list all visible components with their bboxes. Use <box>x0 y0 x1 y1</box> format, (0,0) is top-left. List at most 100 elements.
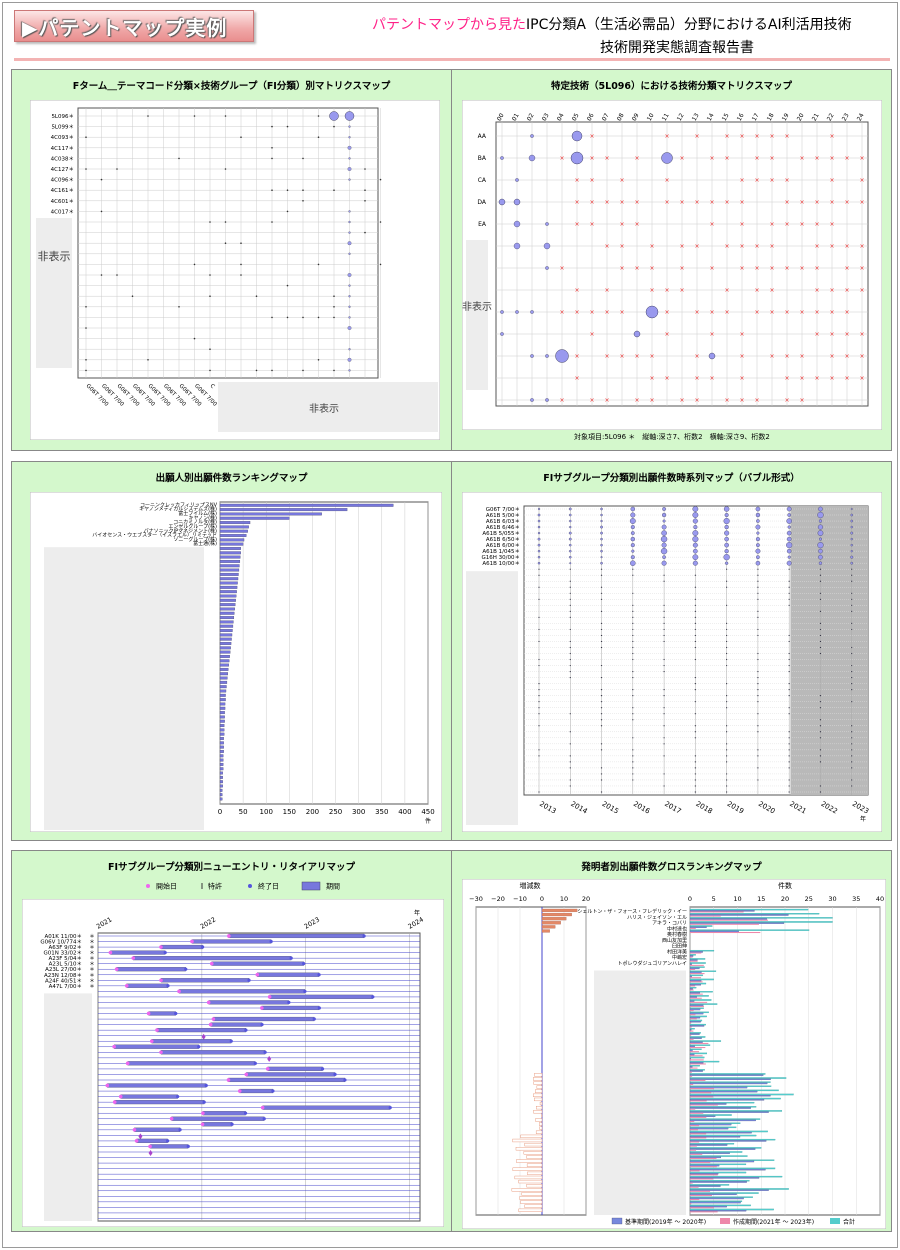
header-rule <box>14 58 890 61</box>
cross-mark: × <box>649 265 654 272</box>
change-bar <box>524 1142 543 1147</box>
dot <box>569 604 571 606</box>
bubble <box>817 530 824 536</box>
dot <box>851 568 853 570</box>
dot <box>240 263 242 266</box>
bubble <box>537 537 541 541</box>
change-bar <box>519 1196 543 1200</box>
dot <box>819 634 822 637</box>
bubble <box>692 518 698 524</box>
bubble-large <box>570 151 584 165</box>
bubble <box>786 560 792 566</box>
period-bar <box>156 1028 247 1033</box>
dot <box>286 125 289 128</box>
end-marker <box>317 1006 321 1010</box>
bubble <box>545 398 549 402</box>
dot <box>632 610 634 612</box>
dot <box>694 791 696 793</box>
cross-mark: × <box>829 309 834 316</box>
dot <box>131 295 134 297</box>
base-bar <box>689 1119 756 1122</box>
change-bar <box>533 1081 543 1085</box>
dot <box>569 767 571 769</box>
cross-mark: × <box>559 155 564 162</box>
dot <box>663 755 665 757</box>
dot <box>224 242 227 244</box>
made-bar <box>690 977 702 979</box>
bar <box>219 525 249 529</box>
bar <box>219 667 229 671</box>
dot <box>726 640 728 643</box>
base-bar <box>689 1008 701 1011</box>
bubble <box>515 178 519 182</box>
total-bar <box>689 1097 781 1100</box>
bubble <box>568 507 572 511</box>
category-label: ソニーグループ(株) <box>173 536 217 543</box>
hidden-rows-band <box>44 993 92 1221</box>
base-bar <box>689 910 755 912</box>
start-marker <box>148 1144 152 1149</box>
made-bar <box>690 1018 697 1020</box>
made-bar <box>690 1051 700 1053</box>
cross-mark: × <box>694 133 699 140</box>
end-marker <box>166 984 170 988</box>
cross-mark: × <box>604 309 609 316</box>
bar <box>219 655 230 658</box>
bar <box>219 719 225 723</box>
period-bar <box>110 950 166 955</box>
bar <box>219 508 348 512</box>
made-bar <box>690 1084 694 1086</box>
bubble <box>724 542 729 548</box>
legend-period-marker <box>301 881 321 891</box>
bubble <box>630 555 635 560</box>
dot <box>726 652 728 655</box>
end-marker <box>362 934 366 938</box>
dot <box>726 622 728 624</box>
bubble <box>600 525 603 529</box>
change-bar <box>533 1093 543 1097</box>
start-marker <box>226 1078 231 1082</box>
dot <box>600 610 603 612</box>
bubble <box>661 542 667 548</box>
bubble <box>723 554 730 561</box>
made-bar <box>690 964 704 966</box>
cross-mark: × <box>829 331 834 338</box>
bubble <box>724 524 729 530</box>
dot <box>600 791 603 793</box>
row-label: 4C017＊ <box>51 208 74 215</box>
dot <box>538 664 540 667</box>
made-bar <box>690 1190 711 1192</box>
cross-mark: × <box>709 309 714 316</box>
change-bar <box>527 1171 543 1175</box>
bubble <box>850 555 854 559</box>
bubble <box>818 548 823 554</box>
dot <box>538 713 540 715</box>
bubble <box>850 550 853 553</box>
dot <box>193 263 196 266</box>
bubble <box>787 525 791 529</box>
cross-mark: × <box>694 199 699 206</box>
dot <box>632 767 634 769</box>
bubble <box>348 210 351 213</box>
dot <box>694 598 696 600</box>
dot <box>694 586 696 588</box>
base-bar <box>689 975 692 978</box>
cross-mark: × <box>634 353 639 360</box>
change-bar <box>526 1155 543 1159</box>
base-bar <box>689 1140 767 1142</box>
dot <box>819 785 822 787</box>
dot <box>600 701 603 703</box>
left-axis-label: 増減数 <box>520 881 541 890</box>
made-bar <box>690 1067 698 1069</box>
dot <box>726 646 728 649</box>
bubble <box>818 537 822 541</box>
cross-mark: × <box>814 287 819 294</box>
base-bar <box>689 988 693 990</box>
category-label: キヤノン(株) <box>188 514 217 521</box>
dot <box>85 359 87 361</box>
cross-mark: × <box>844 309 849 316</box>
bubble <box>693 525 698 530</box>
category-label: キヤノンメディカルシステムズ(株) <box>139 506 217 513</box>
bar <box>219 629 233 632</box>
